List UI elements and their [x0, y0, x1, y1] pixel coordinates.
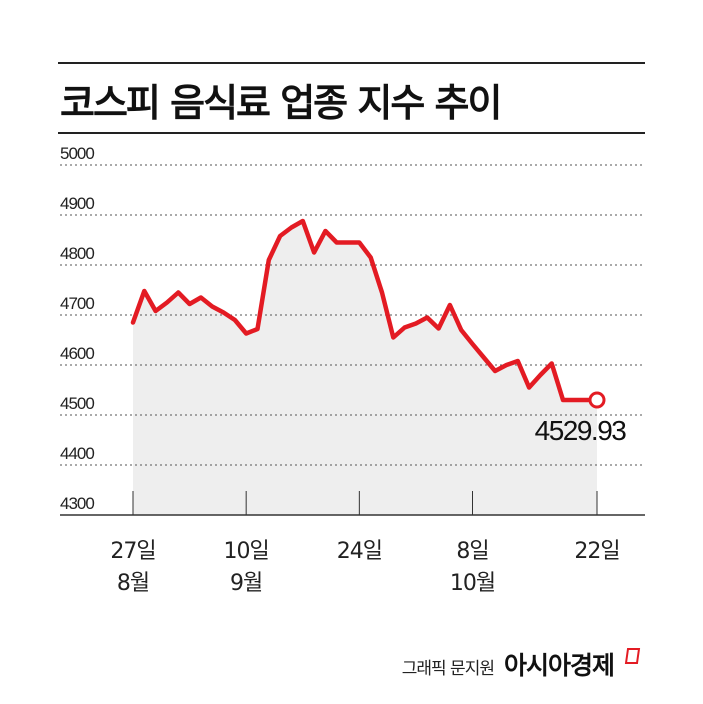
graphic-credit: 그래픽 문지원 — [401, 659, 495, 679]
y-tick-label: 5000 — [60, 144, 94, 163]
y-tick-label: 4600 — [60, 344, 94, 363]
x-tick-label: 10월 — [450, 571, 495, 596]
series-line — [130, 218, 600, 403]
x-tick-label: 27일 — [110, 539, 155, 564]
x-tick-label: 24일 — [337, 539, 382, 564]
y-tick-label: 4300 — [60, 494, 94, 513]
y-tick-label: 4900 — [60, 194, 94, 213]
y-tick-label: 4800 — [60, 244, 94, 263]
brand-logo: 아시아경제 — [503, 651, 615, 680]
area-fill — [133, 221, 597, 515]
x-tick-label: 10일 — [224, 539, 269, 564]
last-point-marker — [588, 391, 606, 409]
credit: 그래픽 문지원 아시아경제 — [401, 646, 641, 682]
brand-mark-icon — [624, 648, 641, 664]
y-tick-label: 4400 — [60, 444, 94, 463]
title-top-rule — [58, 62, 645, 64]
x-tick-label: 22일 — [574, 539, 619, 564]
last-value-label: 4529.93 — [535, 415, 627, 446]
x-tick-label: 8일 — [456, 539, 488, 564]
x-tick-label: 9월 — [230, 571, 262, 596]
x-tick-label: 8월 — [117, 571, 149, 596]
y-tick-label: 4700 — [60, 294, 94, 313]
chart-title: 코스피 음식료 업종 지수 추이 — [60, 81, 502, 125]
y-tick-label: 4500 — [60, 394, 94, 413]
title-bottom-rule — [58, 132, 645, 134]
